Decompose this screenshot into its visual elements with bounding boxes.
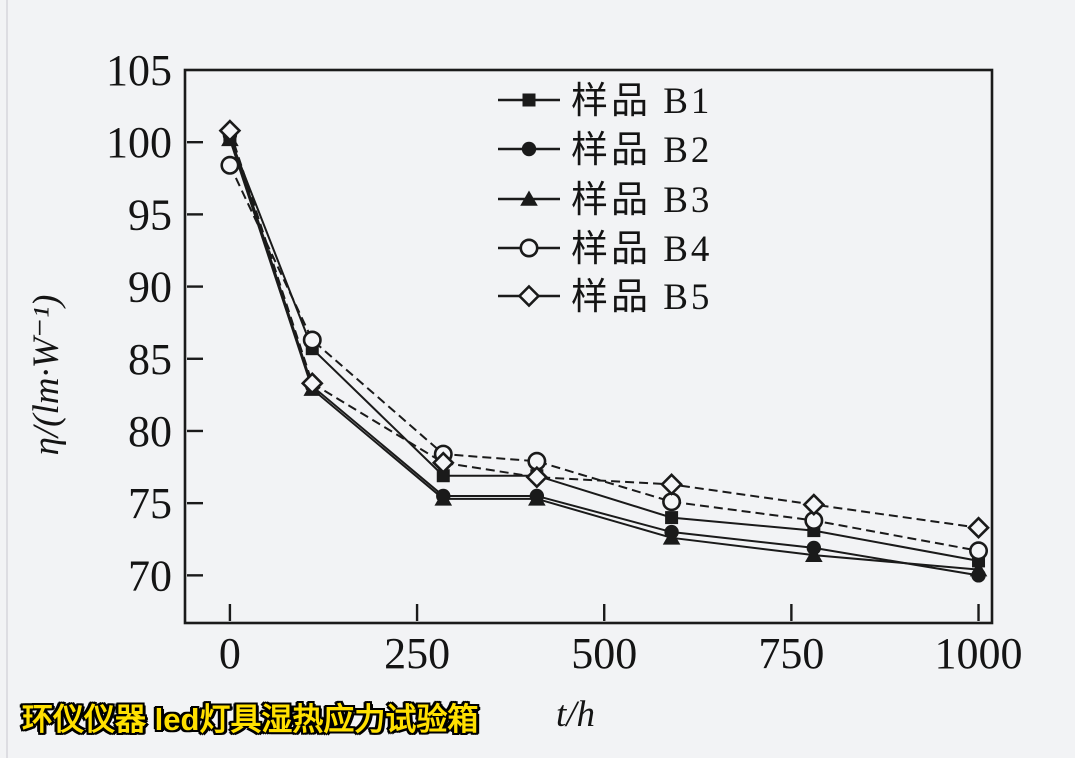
marker-circle-open (519, 238, 539, 258)
y-axis-label: η/(lm·W⁻¹) (26, 295, 67, 456)
legend-label: 样品 B4 (571, 228, 712, 270)
x-axis-label: t/h (556, 694, 595, 735)
marker-diamond-open (802, 493, 826, 516)
marker-diamond-open (517, 284, 541, 308)
marker-diamond-open (300, 371, 324, 395)
y-tick-label: 105 (106, 46, 172, 95)
plot-frame (183, 68, 994, 625)
marker-triangle-filled (520, 190, 538, 206)
marker-square-filled (665, 511, 679, 525)
legend-label: 样品 B3 (571, 179, 712, 221)
legend-label: 样品 B1 (571, 80, 712, 122)
legend-item: 样品 B1 (498, 80, 712, 122)
marker-circle-filled (521, 141, 537, 157)
marker-circle-open (302, 330, 322, 350)
legend-item: 样品 B3 (498, 179, 712, 221)
marker-triangle-filled (662, 529, 681, 545)
y-tick-label: 75 (128, 479, 172, 528)
x-tick-label: 500 (571, 629, 637, 678)
marker-diamond-open (967, 516, 990, 540)
scan-edge-artifact (6, 0, 8, 758)
marker-circle-open (969, 541, 989, 561)
legend-label: 样品 B5 (571, 276, 712, 318)
series-line-b4 (229, 164, 979, 552)
x-tick-label: 1000 (935, 629, 1023, 678)
legend-label: 样品 B2 (571, 129, 712, 171)
marker-diamond-open (218, 119, 242, 142)
chart-legend: 样品 B1 样品 B2 样品 B3 样品 B4 样品 B5 (498, 80, 712, 318)
x-tick-label: 750 (758, 629, 824, 678)
series-markers (218, 119, 990, 583)
marker-diamond-open (660, 473, 683, 496)
watermark-text: 环仪仪器 led灯具湿热应力试验箱 (22, 702, 479, 737)
y-tick-label: 95 (128, 190, 172, 239)
marker-square-filled (436, 469, 450, 483)
marker-triangle-filled (434, 490, 453, 506)
x-tick-label: 250 (384, 629, 450, 678)
y-tick-label: 100 (106, 118, 172, 167)
y-tick-label: 70 (128, 551, 172, 600)
marker-circle-open (662, 492, 682, 512)
y-tick-label: 90 (128, 263, 172, 312)
marker-diamond-open (431, 451, 455, 475)
axis-tick-labels: 70 75 80 85 90 95 100 105 0 250 500 750 1000 (106, 46, 1023, 678)
legend-item: 样品 B5 (498, 276, 712, 318)
marker-square-filled (522, 93, 536, 107)
y-tick-label: 80 (128, 407, 172, 456)
legend-item: 样品 B4 (498, 228, 712, 270)
marker-diamond-open (525, 465, 549, 489)
marker-triangle-filled (969, 561, 988, 577)
axis-ticks (187, 140, 980, 621)
marker-triangle-filled (805, 546, 823, 562)
y-tick-label: 85 (128, 335, 172, 384)
x-tick-label: 0 (219, 629, 241, 678)
legend-item: 样品 B2 (498, 129, 712, 171)
marker-triangle-filled (528, 490, 546, 506)
marker-circle-open (220, 155, 240, 175)
